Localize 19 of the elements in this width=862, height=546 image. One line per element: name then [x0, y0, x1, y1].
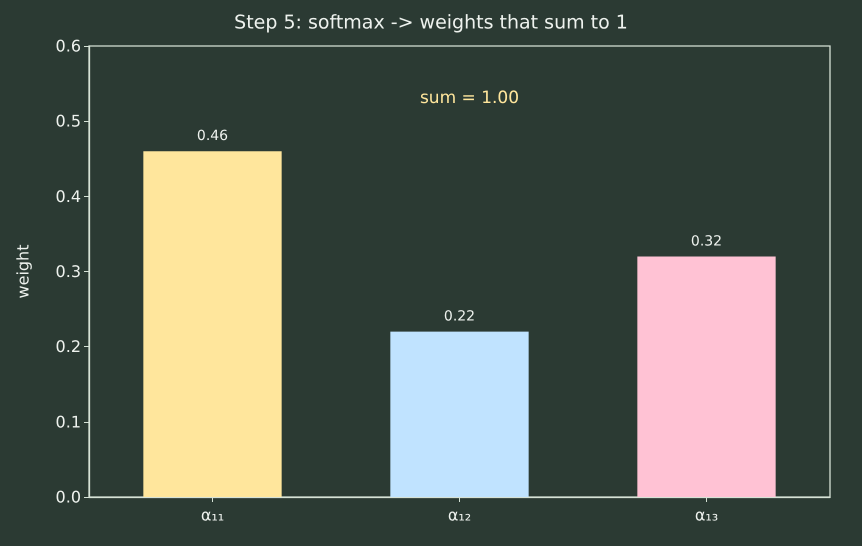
y-tick-label: 0.0 — [56, 488, 81, 506]
data-label: 0.46 — [196, 128, 228, 144]
y-tick-label: 0.5 — [56, 112, 81, 131]
x-tick-label: α₁₁ — [200, 506, 224, 524]
y-tick-label: 0.3 — [56, 262, 81, 281]
y-tick-label: 0.2 — [56, 337, 81, 356]
x-tick-label: α₁₃ — [694, 506, 718, 524]
data-label: 0.32 — [690, 233, 722, 250]
y-axis-title: weight — [14, 244, 32, 298]
annotation: sum = 1.00 — [420, 88, 520, 108]
bar — [390, 332, 529, 497]
chart-title: Step 5: softmax -> weights that sum to 1 — [234, 12, 628, 34]
y-tick-label: 0.1 — [56, 412, 81, 432]
data-label: 0.22 — [444, 308, 476, 325]
bar — [143, 151, 282, 497]
y-tick-label: 0.6 — [56, 36, 81, 56]
y-tick-label: 0.4 — [56, 186, 81, 206]
x-tick-label: α₁₂ — [448, 506, 472, 524]
bar — [637, 256, 776, 497]
